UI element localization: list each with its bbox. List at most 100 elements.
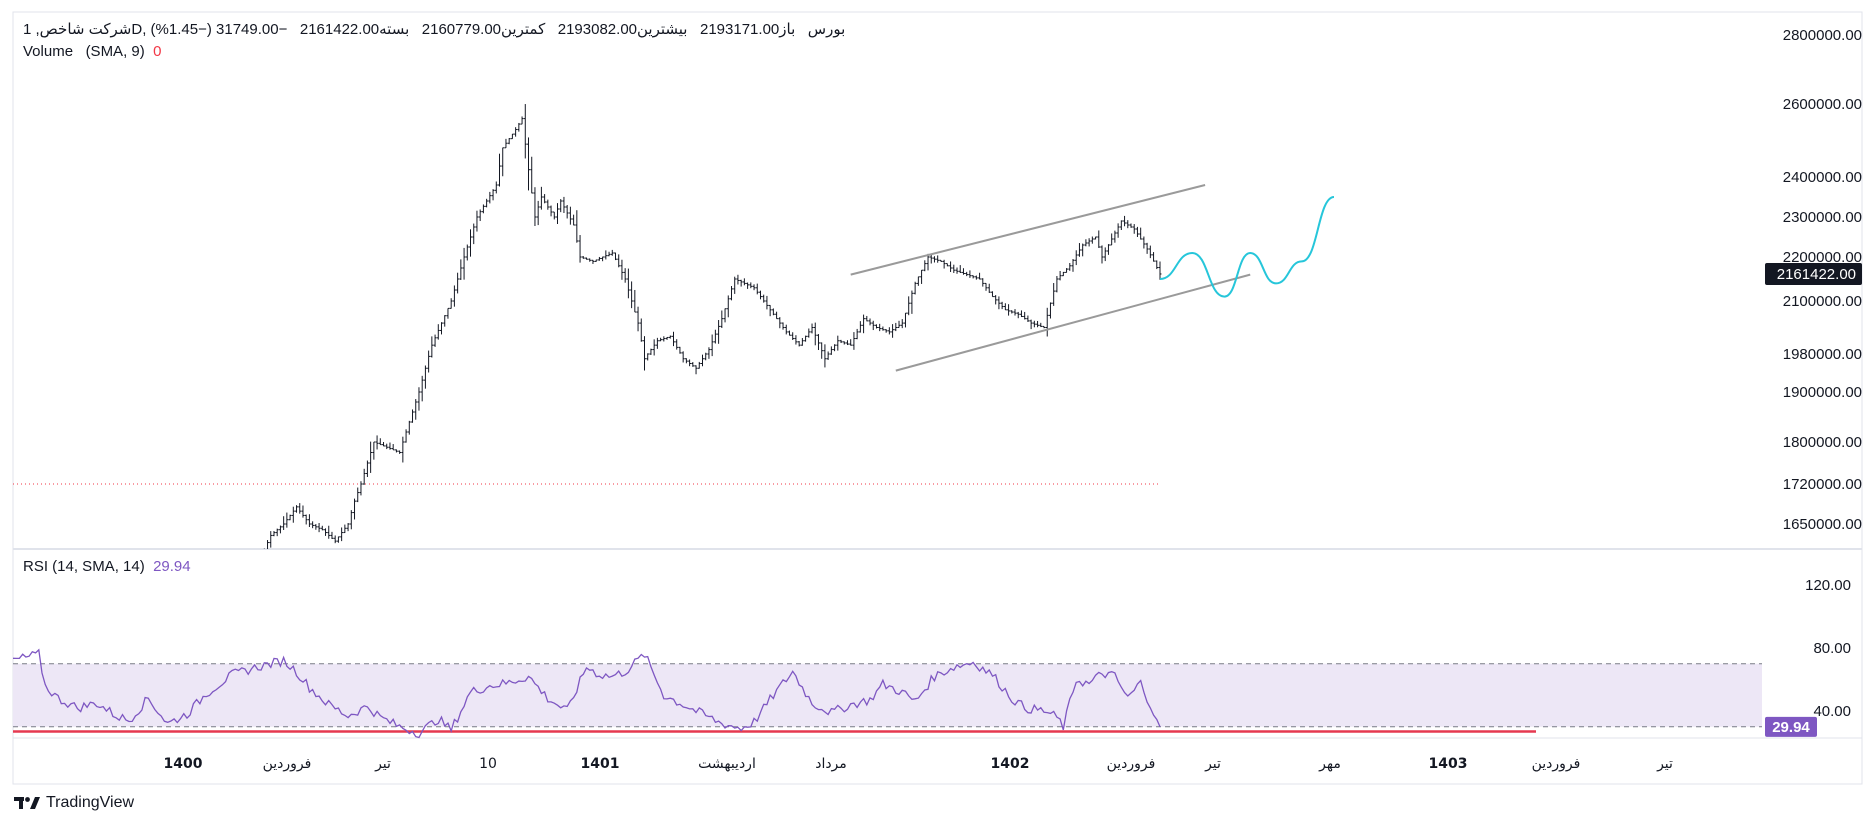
candle[interactable]: [234, 568, 237, 573]
candle[interactable]: [398, 450, 402, 454]
candle[interactable]: [755, 283, 759, 295]
candle[interactable]: [349, 510, 353, 530]
rsi-line[interactable]: [12, 648, 1161, 739]
candle[interactable]: [1010, 310, 1014, 314]
candle[interactable]: [501, 147, 505, 177]
candle[interactable]: [417, 387, 421, 411]
candle[interactable]: [472, 223, 476, 245]
candle[interactable]: [240, 563, 243, 572]
candle[interactable]: [752, 284, 756, 291]
last-price-badge[interactable]: 2161422.00: [1765, 262, 1862, 285]
candle[interactable]: [1135, 226, 1139, 237]
candle[interactable]: [807, 328, 811, 338]
candle[interactable]: [981, 278, 985, 287]
candle[interactable]: [601, 256, 605, 262]
candle[interactable]: [253, 563, 256, 568]
candle[interactable]: [173, 575, 176, 576]
candle[interactable]: [539, 186, 543, 210]
candle[interactable]: [594, 259, 598, 262]
candle[interactable]: [465, 244, 469, 261]
candle[interactable]: [517, 122, 521, 132]
candle[interactable]: [945, 263, 949, 267]
candle[interactable]: [1132, 224, 1136, 234]
candle[interactable]: [266, 540, 270, 550]
candle[interactable]: [510, 133, 514, 140]
candle[interactable]: [974, 275, 978, 280]
volume-legend[interactable]: Volume (SMA, 9) 0: [23, 43, 161, 60]
candle[interactable]: [845, 340, 849, 346]
candle[interactable]: [749, 282, 753, 289]
candle[interactable]: [913, 281, 917, 295]
candle[interactable]: [649, 348, 653, 355]
candle[interactable]: [391, 444, 395, 451]
candle[interactable]: [758, 290, 762, 300]
candle[interactable]: [623, 268, 627, 283]
candle[interactable]: [852, 332, 856, 350]
candle[interactable]: [646, 353, 650, 361]
candle[interactable]: [559, 199, 563, 213]
candle[interactable]: [900, 319, 904, 329]
candle[interactable]: [942, 259, 946, 269]
candle[interactable]: [285, 512, 289, 528]
candle[interactable]: [1123, 215, 1127, 227]
candle[interactable]: [227, 568, 230, 570]
candle[interactable]: [1103, 247, 1107, 262]
candle[interactable]: [949, 261, 953, 273]
candle[interactable]: [546, 199, 550, 210]
candle[interactable]: [414, 399, 418, 420]
candle[interactable]: [1000, 301, 1004, 310]
candle[interactable]: [433, 334, 437, 347]
candle[interactable]: [401, 436, 405, 463]
candle[interactable]: [771, 308, 775, 316]
candle[interactable]: [340, 527, 344, 542]
candle[interactable]: [1097, 230, 1101, 248]
candle[interactable]: [423, 365, 427, 389]
candle[interactable]: [1155, 260, 1159, 270]
candle[interactable]: [247, 561, 250, 569]
candle[interactable]: [1045, 307, 1049, 337]
candle[interactable]: [198, 567, 201, 579]
candle[interactable]: [320, 525, 324, 531]
candle[interactable]: [111, 575, 114, 581]
candle[interactable]: [961, 268, 965, 275]
candle[interactable]: [1087, 238, 1091, 247]
candle[interactable]: [1061, 271, 1065, 277]
candle[interactable]: [787, 330, 791, 336]
candle[interactable]: [1071, 259, 1075, 272]
candle[interactable]: [726, 295, 730, 318]
candle[interactable]: [327, 525, 331, 539]
tradingview-logo[interactable]: TradingView: [14, 794, 134, 812]
candle[interactable]: [202, 568, 205, 581]
candle[interactable]: [533, 187, 537, 227]
candle[interactable]: [816, 334, 820, 351]
candle[interactable]: [365, 460, 369, 477]
candle[interactable]: [523, 104, 527, 159]
candle[interactable]: [298, 503, 302, 514]
candle[interactable]: [221, 565, 224, 573]
candle[interactable]: [430, 336, 434, 358]
candle[interactable]: [269, 531, 273, 548]
candle[interactable]: [304, 514, 308, 525]
candle[interactable]: [810, 323, 814, 334]
candle[interactable]: [556, 203, 560, 225]
candle[interactable]: [362, 468, 366, 485]
candle[interactable]: [459, 259, 463, 280]
candle[interactable]: [295, 505, 299, 513]
candle[interactable]: [24, 575, 27, 579]
candle[interactable]: [69, 575, 72, 576]
candle[interactable]: [613, 252, 617, 261]
candle[interactable]: [675, 339, 679, 350]
candle[interactable]: [791, 332, 795, 340]
candle[interactable]: [778, 317, 782, 329]
candle[interactable]: [1148, 245, 1152, 259]
candle[interactable]: [291, 506, 295, 523]
candle[interactable]: [1100, 245, 1104, 264]
candle[interactable]: [907, 296, 911, 316]
candle[interactable]: [1116, 223, 1120, 238]
candle[interactable]: [607, 251, 611, 257]
candle[interactable]: [536, 200, 540, 226]
candle[interactable]: [936, 255, 940, 263]
candle[interactable]: [192, 569, 195, 580]
candle[interactable]: [578, 235, 582, 263]
candles[interactable]: [12, 104, 1162, 583]
